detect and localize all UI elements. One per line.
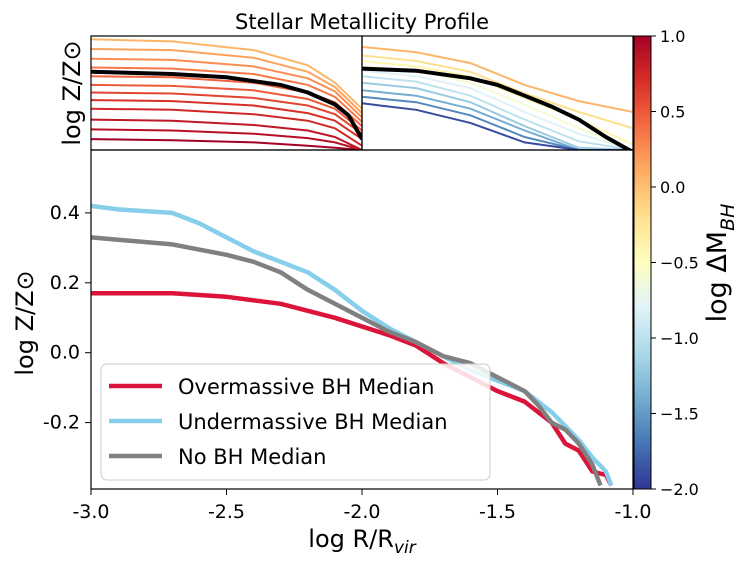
inset-right-profile-line: [362, 69, 633, 150]
inset-left-profile-line: [91, 66, 362, 123]
y-tick-label: -0.2: [43, 412, 80, 434]
x-tick-label: -3.0: [72, 501, 109, 523]
colorbar-label: log ΔMBH: [702, 204, 739, 323]
colorbar-tick-label: −0.5: [660, 254, 699, 273]
inset-left-profile-line: [91, 57, 362, 119]
inset-left-plot: [90, 35, 363, 151]
chart-title: Stellar Metallicity Profile: [235, 10, 489, 34]
y-tick-label: 0.2: [50, 272, 80, 294]
y-axis-label: log Z/Z⊙: [11, 270, 39, 375]
inset-left-profile-line: [91, 107, 362, 147]
colorbar: 1.0 0.5 0.0 −0.5 −1.0 −1.5 −2.0: [633, 27, 699, 499]
inset-right-profile-line: [362, 75, 633, 150]
legend-label-undermassive: Undermassive BH Median: [178, 410, 448, 434]
legend-label-no-bh: No BH Median: [178, 445, 327, 469]
colorbar-ticks: 1.0 0.5 0.0 −0.5 −1.0 −1.5 −2.0: [651, 27, 699, 499]
inset-left-profile-line: [91, 91, 362, 135]
inset-right-profile-line: [362, 95, 633, 150]
legend-label-overmassive: Overmassive BH Median: [178, 375, 434, 399]
inset-y-axis-label: log Z/Z⊙: [58, 40, 86, 145]
colorbar-tick-label: −1.5: [660, 405, 699, 424]
inset-right-plot: [361, 35, 634, 151]
y-axis-ticks: 0.4 0.2 0.0 -0.2: [43, 202, 91, 434]
colorbar-tick-label: 0.0: [660, 178, 685, 197]
x-tick-label: -1.0: [614, 501, 651, 523]
inset-left-median-line: [91, 69, 362, 141]
inset-left-profile-line: [91, 48, 362, 114]
inset-right-profile-line: [362, 54, 633, 130]
x-tick-label: -2.0: [343, 501, 380, 523]
x-axis-label: log R/Rvir: [308, 525, 416, 558]
legend: Overmassive BH Median Undermassive BH Me…: [100, 363, 491, 481]
colorbar-tick-label: −2.0: [660, 480, 699, 499]
series-line-2: [91, 235, 603, 487]
legend-box: [100, 363, 491, 481]
colorbar-tick-label: 0.5: [660, 103, 685, 122]
inset-left-profile-line: [91, 118, 362, 150]
colorbar-tick-label: −1.0: [660, 329, 699, 348]
inset-right-median-line: [362, 66, 633, 150]
inset-left-profile-line: [91, 38, 362, 110]
inset-right-profile-line: [362, 89, 633, 150]
inset-right-profile-line: [362, 45, 633, 113]
inset-left-profile-line: [91, 138, 362, 150]
inset-left-profile-line: [91, 99, 362, 140]
y-tick-label: 0.4: [50, 202, 80, 224]
colorbar-tick-label: 1.0: [660, 27, 685, 46]
main-plot: -3.0 -2.5 -2.0 -1.5 -1.0 0.4 0.2 0.0 -0.2: [43, 149, 652, 523]
x-tick-label: -2.5: [208, 501, 245, 523]
inset-right-profile-line: [362, 102, 633, 150]
inset-left-profile-line: [91, 128, 362, 150]
x-axis-ticks: -3.0 -2.5 -2.0 -1.5 -1.0: [72, 489, 652, 523]
y-tick-label: 0.0: [50, 342, 80, 364]
inset-left-profile-line: [91, 83, 362, 132]
x-tick-label: -1.5: [479, 501, 516, 523]
colorbar-gradient: [633, 35, 652, 490]
inset-right-profile-line: [362, 81, 633, 150]
